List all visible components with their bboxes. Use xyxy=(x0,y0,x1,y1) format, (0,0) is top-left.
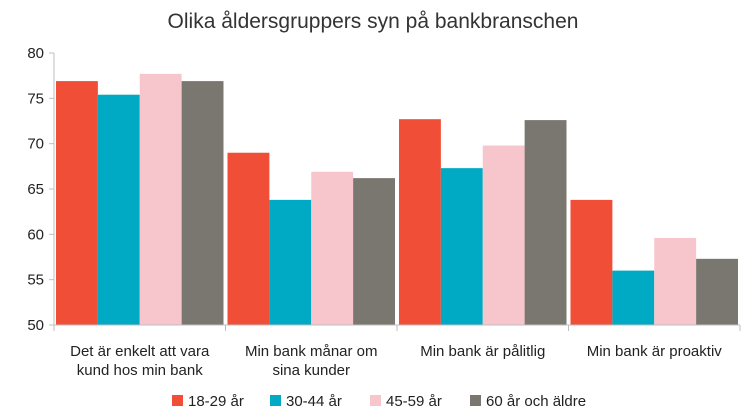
bar xyxy=(227,152,270,325)
bar xyxy=(353,178,395,325)
bar xyxy=(524,120,567,326)
category-label: kund hos min bank xyxy=(77,362,203,379)
legend-swatch xyxy=(172,395,183,406)
bar xyxy=(399,119,441,325)
y-tick-label: 70 xyxy=(27,136,44,153)
x-axis: Det är enkelt att vara kund hos min bank M… xyxy=(53,324,741,379)
y-tick-label: 60 xyxy=(27,226,44,243)
bar xyxy=(311,171,354,325)
legend-label: 30-44 år xyxy=(286,393,342,410)
category-label: sina kunder xyxy=(272,362,350,379)
bar xyxy=(56,81,98,326)
chart-title: Olika åldersgruppers syn på bankbransche… xyxy=(168,10,579,33)
bar xyxy=(570,199,613,325)
legend-swatch xyxy=(470,395,481,406)
y-tick-label: 65 xyxy=(27,181,44,198)
y-tick-label: 50 xyxy=(27,317,44,334)
bar xyxy=(440,168,483,325)
bar xyxy=(181,81,224,326)
category-label: Min bank är pålitlig xyxy=(420,343,545,360)
bar xyxy=(97,94,140,325)
legend-label: 18-29 år xyxy=(188,393,244,410)
y-tick-label: 55 xyxy=(27,272,44,289)
category-label: Min bank är proaktiv xyxy=(587,343,723,360)
bar xyxy=(269,199,312,325)
legend-swatch xyxy=(370,395,381,406)
y-axis: 50 55 60 65 70 75 80 xyxy=(27,45,55,334)
legend: 18-29 år 30-44 år 45-59 år 60 år och äldre xyxy=(172,393,586,410)
category-label: Min bank månar om xyxy=(245,343,378,360)
y-tick-label: 75 xyxy=(27,90,44,107)
legend-label: 45-59 år xyxy=(386,393,442,410)
legend-swatch xyxy=(270,395,281,406)
bar xyxy=(696,258,738,325)
bar xyxy=(612,270,655,325)
bars xyxy=(56,73,738,326)
category-label: Det är enkelt att vara xyxy=(70,343,210,360)
bar xyxy=(654,237,697,325)
y-tick-label: 80 xyxy=(27,45,44,62)
bar xyxy=(482,145,525,325)
bar xyxy=(139,73,182,325)
legend-label: 60 år och äldre xyxy=(486,393,586,410)
